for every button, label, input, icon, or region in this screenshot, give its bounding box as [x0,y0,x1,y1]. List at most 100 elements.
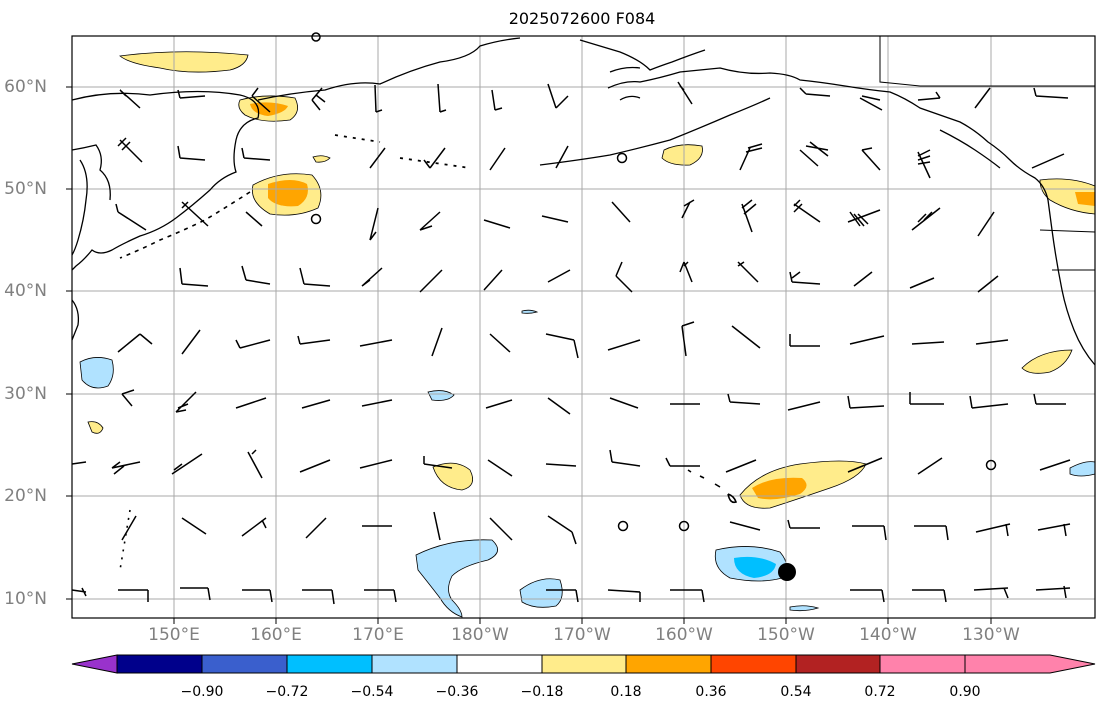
wind-barb [787,519,820,529]
wind-barb [547,83,569,109]
wind-barb [789,334,820,347]
wind-barb [547,397,571,415]
wind-barb [235,397,267,409]
wind-barb [847,395,885,409]
coastline-kurils [119,191,251,259]
wind-barb [489,333,511,353]
wind-barb [545,463,577,467]
lat-label-40n: 40°N [4,281,47,301]
calm-circle [616,152,628,164]
wind-barb [725,459,757,473]
negative-anomaly-region [1069,461,1096,477]
wind-barb [975,523,1011,537]
wind-barb [974,87,991,109]
colorbar [71,654,1096,674]
calm-circle [678,520,690,532]
wind-barb [242,589,273,603]
wind-barb [859,95,883,111]
colorbar-segment [625,654,712,674]
negative-anomaly-region [789,605,820,612]
coastline-alaska [607,67,1053,231]
negative-anomaly-region [427,390,455,401]
colorbar-segment [286,654,373,674]
wind-barb [299,459,331,473]
wind-barb [247,449,263,479]
wind-barb [793,199,821,223]
wind-barb [121,515,137,541]
wind-barb [547,269,571,283]
coastline-islets [334,134,471,169]
coastline-bc-islands [939,129,1001,169]
wind-barb [181,201,209,227]
wind-barb [731,325,761,349]
negative-anomaly-core [734,556,776,578]
wind-barb [485,399,513,409]
anomaly-shading [79,51,1096,618]
wind-barb [117,137,143,163]
wind-barb [119,89,141,109]
coastlines [71,36,1096,571]
wind-barb [361,267,383,287]
lon-label-130w: 130°W [962,625,1020,645]
positive-anomaly-region [1021,349,1073,374]
wind-barb [849,335,885,345]
colorbar-tick-label: −0.90 [180,684,224,700]
wind-barb [909,277,935,289]
colorbar-segment [541,654,627,674]
coastline-japan [71,299,80,341]
wind-barb [670,589,705,603]
coastline-sakhalin [71,159,88,256]
wind-barb [305,517,327,539]
calm-circle [311,32,321,42]
lon-label-140w: 140°W [859,625,917,645]
lon-label-170e: 170°E [352,625,404,645]
calm-circle [310,213,322,225]
wind-barb [1031,153,1065,169]
wind-barb [1037,523,1071,537]
wind-barb [917,91,941,101]
colorbar-tick-label: −0.54 [350,684,394,700]
lat-label-20n: 20°N [4,486,47,506]
wind-barb [677,81,693,105]
lon-label-170w: 170°W [553,625,611,645]
wind-barb [665,457,700,467]
wind-barb [487,459,513,477]
wind-barb [419,269,443,293]
wind-barb [611,201,631,223]
wind-barbs [71,81,1071,605]
lon-label-180w: 180°W [451,625,509,645]
calm-circle [985,459,997,471]
coastline-kamchatka [71,90,260,271]
wind-barb [369,147,386,169]
wind-barb [359,339,393,347]
positive-anomaly-core [1075,192,1095,206]
calm-markers [310,32,997,532]
wind-barb [727,393,761,405]
colorbar-tick-label: −0.36 [435,684,479,700]
wind-barb [433,511,441,541]
wind-barb [847,209,881,227]
wind-barb [545,333,579,359]
wind-barb [491,89,503,111]
storm-position-marker [778,563,796,581]
wind-barb [973,587,1009,599]
positive-anomaly-region [87,421,104,434]
wind-barb [853,271,873,287]
wind-barb [437,83,447,113]
lon-label-160e: 160°E [250,625,302,645]
colorbar-segment [879,654,966,674]
lat-label-60n: 60°N [4,77,47,97]
gridlines [72,36,1095,618]
wind-barb [799,141,829,167]
negative-anomaly-region [521,309,539,314]
positive-anomaly-region [432,462,474,491]
lat-label-50n: 50°N [4,179,47,199]
wind-barb [117,333,153,353]
axis-ticks [66,86,992,624]
positive-anomaly-region [661,144,703,166]
wind-barb [741,199,757,233]
wind-barb [737,261,759,283]
wind-barb [364,589,397,603]
wind-barb [118,589,149,602]
